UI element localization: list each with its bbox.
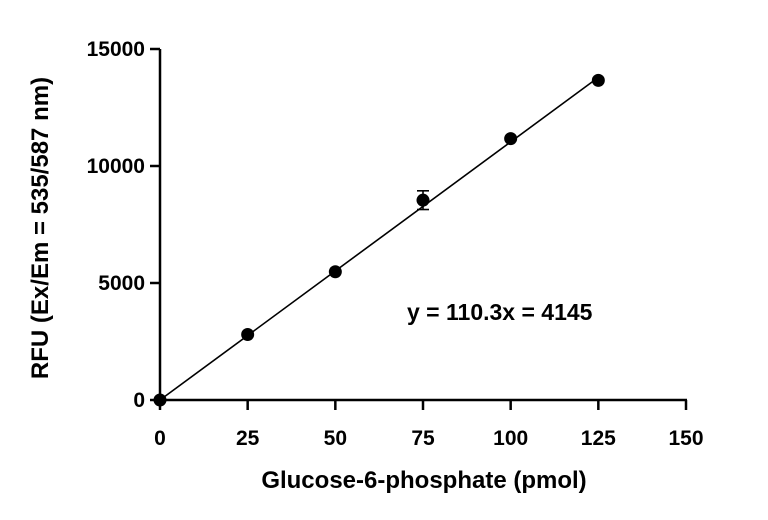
fit-line [159, 76, 599, 401]
y-tick-label: 5000 [98, 272, 145, 295]
data-points [153, 73, 605, 407]
y-ticks: 0 5000 10000 15000 [87, 38, 160, 412]
equation-annotation: y = 110.3x = 4145 [407, 299, 593, 325]
x-tick-label: 50 [324, 427, 347, 450]
data-point [591, 73, 605, 87]
y-axis-title: RFU (Ex/Em = 535/587 nm) [27, 77, 54, 379]
x-tick-label: 125 [581, 427, 616, 450]
x-tick-label: 75 [411, 427, 435, 450]
data-point [328, 265, 342, 279]
x-tick-label: 25 [236, 427, 260, 450]
y-tick-label: 15000 [87, 38, 145, 61]
y-tick-label: 0 [133, 389, 145, 412]
data-point [504, 132, 518, 146]
x-tick-label: 100 [493, 427, 528, 450]
fit-line-group [159, 76, 599, 401]
data-point [416, 193, 430, 207]
x-axis-title: Glucose-6-phosphate (pmol) [261, 467, 586, 494]
x-tick-label: 150 [668, 427, 703, 450]
x-tick-label: 0 [154, 427, 166, 450]
data-point [153, 393, 167, 407]
x-ticks: 0 25 50 75 100 125 150 [154, 400, 704, 450]
data-point [241, 327, 255, 341]
axes [158, 49, 687, 402]
y-tick-label: 10000 [87, 155, 145, 178]
